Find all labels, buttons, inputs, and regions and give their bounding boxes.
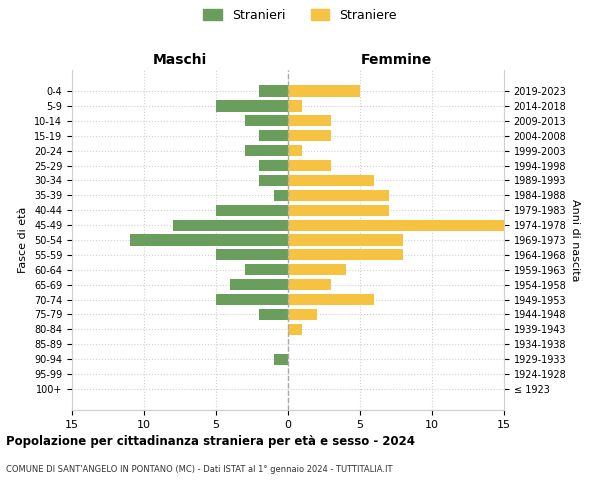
Bar — [288, 279, 331, 290]
Bar — [216, 204, 288, 216]
Bar — [216, 250, 288, 260]
Text: Popolazione per cittadinanza straniera per età e sesso - 2024: Popolazione per cittadinanza straniera p… — [6, 435, 415, 448]
Bar — [288, 294, 374, 305]
Bar — [288, 86, 360, 96]
Bar — [288, 264, 346, 276]
Bar — [288, 309, 317, 320]
Bar — [288, 175, 374, 186]
Bar — [259, 160, 288, 171]
Bar — [259, 86, 288, 96]
Bar — [259, 175, 288, 186]
Bar — [216, 294, 288, 305]
Bar — [288, 220, 504, 230]
Bar — [288, 100, 302, 112]
Bar — [288, 145, 302, 156]
Bar — [173, 220, 288, 230]
Bar — [216, 100, 288, 112]
Bar — [245, 264, 288, 276]
Text: Maschi: Maschi — [153, 54, 207, 68]
Bar — [288, 204, 389, 216]
Bar — [230, 279, 288, 290]
Bar — [245, 145, 288, 156]
Bar — [245, 115, 288, 126]
Bar — [288, 324, 302, 335]
Y-axis label: Fasce di età: Fasce di età — [19, 207, 28, 273]
Bar — [130, 234, 288, 246]
Bar — [288, 250, 403, 260]
Bar — [288, 190, 389, 201]
Bar — [288, 115, 331, 126]
Bar — [288, 234, 403, 246]
Bar — [288, 160, 331, 171]
Bar — [259, 130, 288, 141]
Text: Femmine: Femmine — [361, 54, 431, 68]
Bar — [274, 354, 288, 365]
Y-axis label: Anni di nascita: Anni di nascita — [571, 198, 580, 281]
Bar — [274, 190, 288, 201]
Legend: Stranieri, Straniere: Stranieri, Straniere — [203, 8, 397, 22]
Bar — [288, 130, 331, 141]
Text: COMUNE DI SANT'ANGELO IN PONTANO (MC) - Dati ISTAT al 1° gennaio 2024 - TUTTITAL: COMUNE DI SANT'ANGELO IN PONTANO (MC) - … — [6, 465, 392, 474]
Bar — [259, 309, 288, 320]
